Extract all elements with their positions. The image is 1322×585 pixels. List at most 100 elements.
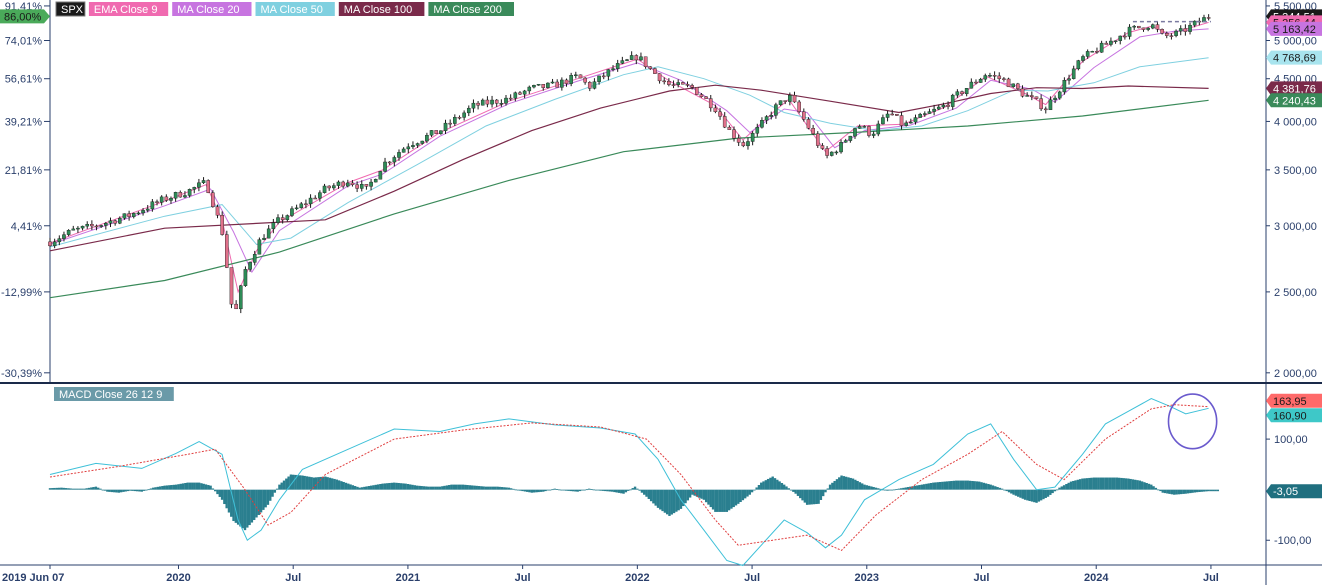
histogram-bar: [154, 487, 157, 490]
histogram-bar: [310, 477, 313, 490]
histogram-bar: [1177, 489, 1181, 495]
histogram-bar: [1207, 489, 1210, 492]
histogram-bar: [1113, 477, 1116, 490]
candle-body: [457, 116, 462, 119]
histogram-bar: [452, 484, 456, 490]
histogram-bar: [1186, 489, 1190, 494]
candle-body: [727, 126, 732, 130]
histogram-bar: [1085, 478, 1089, 490]
histogram-bar: [567, 489, 570, 491]
candle-body: [318, 192, 322, 199]
histogram-bar: [532, 489, 536, 493]
histogram-bar: [1147, 483, 1151, 490]
time-tick-label: Jul: [1203, 572, 1219, 584]
candle-body: [397, 152, 401, 158]
histogram-bar: [562, 489, 566, 491]
histogram-bar: [434, 486, 437, 490]
histogram-bar: [732, 489, 735, 508]
histogram-bar: [243, 489, 247, 531]
histogram-bar: [1037, 489, 1041, 502]
time-tick-label: 2024: [1084, 572, 1109, 584]
candle-body: [634, 55, 639, 61]
candle-body: [564, 79, 569, 84]
candle-body: [862, 126, 867, 128]
legend-item-1[interactable]: EMA Close 9: [88, 2, 169, 16]
histogram-bar: [544, 489, 547, 492]
candle-body: [1178, 28, 1183, 32]
histogram-bar: [682, 489, 685, 507]
histogram-bar: [902, 487, 905, 490]
candle-body: [327, 185, 331, 189]
candle-body: [131, 213, 136, 217]
histogram-bar: [856, 480, 859, 490]
candle-body: [183, 195, 187, 198]
legend-item-4[interactable]: MA Close 100: [338, 2, 425, 16]
time-tick-label: 2023: [855, 572, 879, 584]
legend-item-2[interactable]: MA Close 20: [172, 2, 252, 16]
histogram-bar: [282, 480, 286, 490]
histogram-bar: [303, 475, 306, 490]
candle-body: [1118, 35, 1123, 41]
histogram-bar: [1090, 477, 1093, 490]
histogram-bar: [629, 489, 632, 491]
candle-body: [359, 184, 364, 189]
percent-tick-label: -30,39%: [1, 368, 42, 380]
candle-body: [1057, 91, 1062, 99]
histogram-bar: [773, 478, 777, 490]
histogram-bar: [402, 483, 405, 490]
histogram-bar: [1069, 481, 1073, 490]
histogram-bar: [727, 489, 731, 511]
candle-body: [299, 203, 304, 209]
histogram-bar: [909, 486, 912, 490]
legend-item-3[interactable]: MA Close 50: [255, 2, 335, 16]
histogram-bar: [379, 484, 382, 490]
legend-item-5[interactable]: MA Close 200: [428, 2, 514, 16]
histogram-bar: [948, 481, 951, 490]
histogram-bar: [239, 489, 242, 527]
histogram-bar: [459, 484, 462, 490]
histogram-bar: [989, 484, 992, 490]
histogram-bar: [436, 486, 439, 490]
histogram-bar: [1017, 489, 1020, 497]
candle-body: [806, 119, 811, 129]
candle-body: [741, 142, 746, 147]
candle-body: [941, 104, 946, 108]
histogram-bar: [957, 480, 960, 490]
histogram-bar: [911, 486, 914, 490]
histogram-bar: [1117, 477, 1121, 490]
histogram-bar: [1014, 489, 1018, 496]
legend-item-0[interactable]: SPX: [55, 1, 86, 17]
histogram-bar: [858, 482, 862, 490]
histogram-bar: [1122, 478, 1125, 490]
macd-value-badge: [1266, 484, 1322, 499]
histogram-bar: [1099, 477, 1103, 490]
last-value-badge: [1266, 81, 1322, 96]
histogram-bar: [835, 479, 839, 490]
histogram-bar: [473, 485, 476, 490]
candle-body: [271, 222, 276, 230]
candle-body: [625, 59, 629, 61]
histogram-bar: [778, 481, 781, 490]
candle-body: [788, 95, 792, 102]
last-value-badge: [1266, 21, 1322, 36]
histogram-bar: [571, 489, 575, 492]
histogram-bar: [922, 484, 926, 490]
histogram-bar: [700, 489, 703, 499]
candle-body: [881, 117, 885, 125]
histogram-bar: [1021, 489, 1024, 499]
histogram-bar: [672, 489, 676, 514]
histogram-bar: [645, 489, 648, 497]
histogram-bar: [305, 476, 309, 490]
histogram-bar: [1088, 477, 1091, 490]
candle-body: [653, 68, 657, 74]
histogram-bar: [760, 482, 763, 490]
legend[interactable]: SPX EMA Close 9 MA Close 20 MA Close 50 MA C…: [55, 1, 514, 17]
candle-body: [690, 85, 694, 88]
candle-body: [550, 81, 555, 84]
histogram-bar: [1023, 489, 1027, 500]
histogram-bar: [1028, 489, 1031, 501]
histogram-bar: [906, 487, 910, 490]
histogram-bar: [443, 485, 446, 490]
histogram-bar: [280, 482, 283, 490]
histogram-bar: [149, 488, 153, 490]
